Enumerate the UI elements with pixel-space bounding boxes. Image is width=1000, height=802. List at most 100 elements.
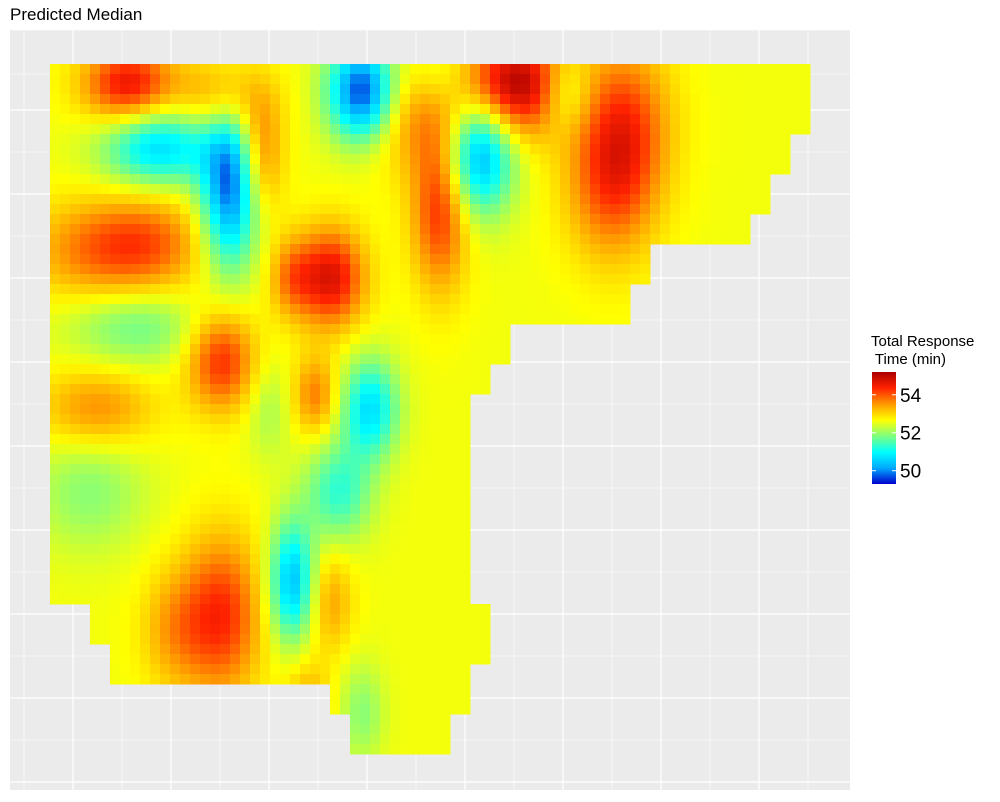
- heatmap-tile: [370, 604, 381, 615]
- heatmap-tile: [500, 354, 511, 365]
- heatmap-tile: [380, 534, 391, 545]
- heatmap-tile: [420, 494, 431, 505]
- heatmap-tile: [190, 64, 201, 75]
- heatmap-tile: [430, 184, 441, 195]
- heatmap-tile: [210, 424, 221, 435]
- heatmap-tile: [720, 64, 731, 75]
- heatmap-tile: [490, 144, 501, 155]
- heatmap-tile: [230, 354, 241, 365]
- heatmap-tile: [80, 254, 91, 265]
- heatmap-tile: [370, 734, 381, 745]
- heatmap-tile: [550, 74, 561, 85]
- heatmap-tile: [570, 304, 581, 315]
- heatmap-tile: [580, 274, 591, 285]
- heatmap-tile: [80, 114, 91, 125]
- heatmap-tile: [140, 154, 151, 165]
- heatmap-tile: [400, 454, 411, 465]
- heatmap-tile: [420, 564, 431, 575]
- heatmap-tile: [300, 404, 311, 415]
- heatmap-tile: [130, 644, 141, 655]
- heatmap-tile: [130, 214, 141, 225]
- heatmap-tile: [140, 214, 151, 225]
- heatmap-tile: [340, 374, 351, 385]
- heatmap-tile: [150, 64, 161, 75]
- heatmap-tile: [330, 314, 341, 325]
- heatmap-tile: [760, 124, 771, 135]
- heatmap-tile: [110, 644, 121, 655]
- heatmap-tile: [180, 114, 191, 125]
- heatmap-tile: [150, 94, 161, 105]
- heatmap-tile: [450, 314, 461, 325]
- heatmap-tile: [430, 324, 441, 335]
- heatmap-tile: [360, 454, 371, 465]
- heatmap-tile: [280, 64, 291, 75]
- heatmap-tile: [450, 564, 461, 575]
- heatmap-tile: [240, 204, 251, 215]
- heatmap-tile: [220, 524, 231, 535]
- heatmap-tile: [500, 84, 511, 95]
- heatmap-tile: [370, 444, 381, 455]
- heatmap-tile: [80, 84, 91, 95]
- heatmap-tile: [70, 324, 81, 335]
- heatmap-tile: [190, 324, 201, 335]
- heatmap-tile: [150, 104, 161, 115]
- heatmap-tile: [370, 704, 381, 715]
- heatmap-tile: [380, 184, 391, 195]
- heatmap-tile: [210, 614, 221, 625]
- heatmap-tile: [230, 664, 241, 675]
- heatmap-tile: [110, 94, 121, 105]
- heatmap-tile: [620, 144, 631, 155]
- heatmap-tile: [210, 394, 221, 405]
- heatmap-tile: [320, 264, 331, 275]
- heatmap-tile: [140, 264, 151, 275]
- heatmap-tile: [60, 504, 71, 515]
- heatmap-tile: [340, 674, 351, 685]
- heatmap-tile: [460, 544, 471, 555]
- heatmap-tile: [60, 224, 71, 235]
- heatmap-tile: [410, 504, 421, 515]
- heatmap-tile: [70, 484, 81, 495]
- heatmap-tile: [340, 454, 351, 465]
- heatmap-tile: [220, 624, 231, 635]
- heatmap-tile: [50, 484, 61, 495]
- heatmap-tile: [320, 304, 331, 315]
- heatmap-tile: [460, 694, 471, 705]
- heatmap-tile: [290, 484, 301, 495]
- heatmap-tile: [380, 484, 391, 495]
- heatmap-tile: [210, 604, 221, 615]
- heatmap-tile: [270, 214, 281, 225]
- heatmap-tile: [430, 154, 441, 165]
- heatmap-tile: [610, 84, 621, 95]
- heatmap-tile: [310, 614, 321, 625]
- heatmap-tile: [360, 104, 371, 115]
- heatmap-tile: [180, 124, 191, 135]
- heatmap-tile: [290, 414, 301, 425]
- heatmap-tile: [170, 164, 181, 175]
- heatmap-tile: [360, 494, 371, 505]
- heatmap-tile: [320, 364, 331, 375]
- heatmap-tile: [460, 624, 471, 635]
- heatmap-tile: [80, 74, 91, 85]
- heatmap-tile: [100, 554, 111, 565]
- heatmap-tile: [180, 444, 191, 455]
- heatmap-tile: [600, 74, 611, 85]
- heatmap-tile: [130, 304, 141, 315]
- heatmap-tile: [340, 214, 351, 225]
- heatmap-tile: [270, 604, 281, 615]
- heatmap-tile: [370, 504, 381, 515]
- heatmap-tile: [750, 184, 761, 195]
- heatmap-tile: [250, 194, 261, 205]
- heatmap-tile: [720, 234, 731, 245]
- heatmap-tile: [760, 144, 771, 155]
- heatmap-tile: [290, 424, 301, 435]
- heatmap-tile: [500, 254, 511, 265]
- heatmap-tile: [280, 364, 291, 375]
- heatmap-tile: [150, 654, 161, 665]
- heatmap-tile: [480, 334, 491, 345]
- heatmap-tile: [610, 174, 621, 185]
- heatmap-tile: [270, 644, 281, 655]
- heatmap-tile: [110, 214, 121, 225]
- heatmap-tile: [110, 104, 121, 115]
- heatmap-tile: [220, 234, 231, 245]
- heatmap-tile: [280, 674, 291, 685]
